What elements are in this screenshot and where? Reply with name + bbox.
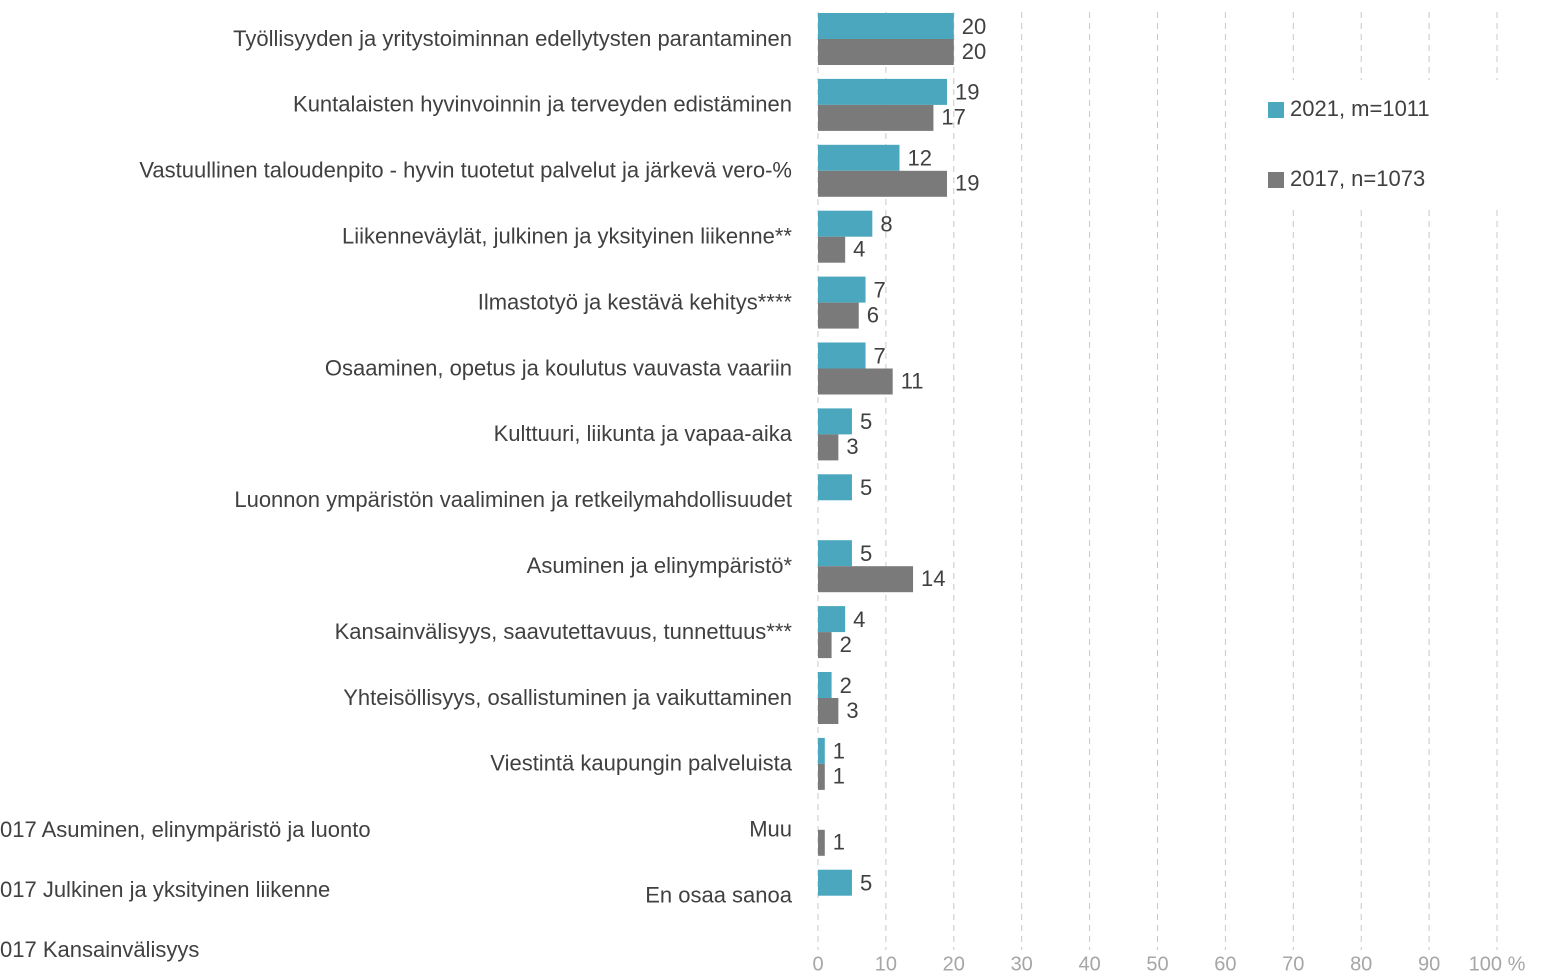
category-label: Yhteisöllisyys, osallistuminen ja vaikut… xyxy=(343,685,792,710)
x-tick-label: 70 xyxy=(1282,953,1304,975)
category-label: Luonnon ympäristön vaaliminen ja retkeil… xyxy=(234,487,792,512)
category-label: Kansainvälisyys, saavutettavuus, tunnett… xyxy=(335,619,793,644)
category-label: Muu xyxy=(749,817,792,842)
bar xyxy=(818,566,914,593)
category-label: Vastuullinen taloudenpito - hyvin tuotet… xyxy=(139,158,792,183)
bar xyxy=(818,78,948,105)
value-label: 11 xyxy=(901,368,924,393)
bar xyxy=(818,474,852,501)
x-tick-label: 40 xyxy=(1078,953,1100,975)
legend-label: 2021, m=1011 xyxy=(1290,96,1430,121)
category-label: Kulttuuri, liikunta ja vapaa-aika xyxy=(494,421,793,446)
value-label: 14 xyxy=(921,566,945,591)
value-label: 12 xyxy=(907,146,931,171)
category-label: Asuminen ja elinympäristö* xyxy=(527,553,793,578)
value-label: 5 xyxy=(860,541,872,566)
bar xyxy=(818,434,839,461)
value-label: 1 xyxy=(833,830,845,855)
x-tick-label: 90 xyxy=(1418,953,1440,975)
legend-swatch xyxy=(1268,172,1284,188)
bar xyxy=(818,368,893,395)
value-label: 2 xyxy=(840,632,852,657)
value-label: 5 xyxy=(860,871,872,896)
x-tick-label: 30 xyxy=(1011,953,1033,975)
bar xyxy=(818,302,859,329)
bar xyxy=(818,144,900,171)
value-label: 7 xyxy=(874,277,886,302)
value-label: 1 xyxy=(833,764,845,789)
category-label: En osaa sanoa xyxy=(645,883,793,908)
bar xyxy=(818,672,832,698)
category-label: Kuntalaisten hyvinvoinnin ja terveyden e… xyxy=(293,92,792,117)
category-label: Viestintä kaupungin palveluista xyxy=(490,751,792,776)
bar xyxy=(818,236,846,263)
category-label: Osaaminen, opetus ja koulutus vauvasta v… xyxy=(325,355,792,380)
bar xyxy=(818,342,866,369)
value-label: 1 xyxy=(833,739,845,764)
bar xyxy=(818,276,866,303)
bar xyxy=(818,632,832,659)
x-tick-label: 60 xyxy=(1214,953,1236,975)
value-label: 6 xyxy=(867,302,879,327)
value-label: 3 xyxy=(846,434,858,459)
category-label: Ilmastotyö ja kestävä kehitys**** xyxy=(478,289,793,314)
value-label: 17 xyxy=(941,105,965,130)
x-tick-label: 100 % xyxy=(1469,953,1526,975)
footnote: 017 Asuminen, elinympäristö ja luonto xyxy=(0,817,371,842)
value-label: 3 xyxy=(846,698,858,723)
value-label: 4 xyxy=(853,607,865,632)
bar xyxy=(818,170,948,197)
legend-label: 2017, n=1073 xyxy=(1290,166,1425,191)
value-label: 20 xyxy=(962,14,986,39)
bar xyxy=(818,39,954,65)
legend-background xyxy=(1235,80,1515,210)
bar xyxy=(818,540,852,567)
bar xyxy=(818,104,934,131)
footnote: 017 Kansainvälisyys xyxy=(0,937,199,962)
x-tick-label: 80 xyxy=(1350,953,1372,975)
bar xyxy=(818,606,846,633)
value-label: 20 xyxy=(962,39,986,64)
bar xyxy=(818,737,825,764)
bar xyxy=(818,408,852,435)
value-label: 8 xyxy=(880,212,892,237)
value-label: 19 xyxy=(955,171,979,196)
value-label: 7 xyxy=(874,343,886,368)
footnote: 017 Julkinen ja yksityinen liikenne xyxy=(0,877,330,902)
category-label: Työllisyyden ja yritystoiminnan edellyty… xyxy=(233,26,792,51)
x-tick-label: 10 xyxy=(875,953,897,975)
bar xyxy=(818,869,852,896)
category-label: Liikenneväylät, julkinen ja yksityinen l… xyxy=(342,224,792,249)
x-tick-label: 50 xyxy=(1146,953,1168,975)
value-label: 4 xyxy=(853,237,865,262)
bar xyxy=(818,210,873,237)
value-label: 2 xyxy=(840,673,852,698)
legend-swatch xyxy=(1268,102,1284,118)
value-label: 19 xyxy=(955,80,979,105)
x-tick-label: 20 xyxy=(943,953,965,975)
value-label: 5 xyxy=(860,409,872,434)
bar xyxy=(818,698,839,724)
x-tick-label: 0 xyxy=(812,953,823,975)
value-label: 5 xyxy=(860,475,872,500)
bar xyxy=(818,13,954,39)
bar xyxy=(818,829,825,856)
bar xyxy=(818,763,825,790)
